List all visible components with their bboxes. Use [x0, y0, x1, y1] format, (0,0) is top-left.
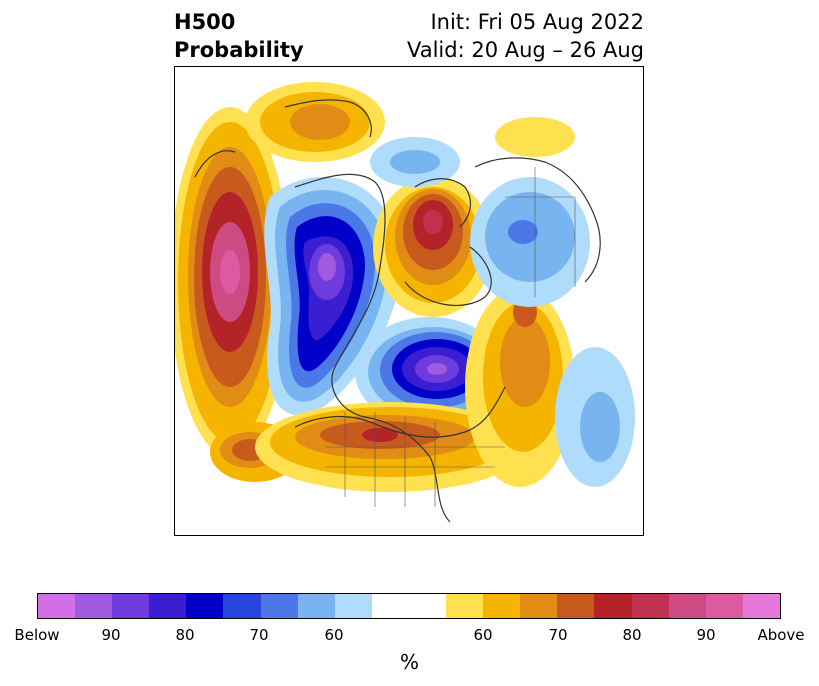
map-svg — [175, 67, 643, 535]
colorbar-tick-label: 60 — [473, 626, 493, 644]
anomaly-atlantic-above — [465, 287, 575, 487]
colorbar-segment — [371, 594, 409, 618]
probability-map — [174, 66, 644, 536]
colorbar-tick-label: 90 — [696, 626, 716, 644]
valid-range: Valid: 20 Aug – 26 Aug — [406, 38, 644, 62]
colorbar-tick-label: Below — [14, 626, 60, 644]
coastlines — [194, 99, 601, 523]
colorbar-segment — [446, 594, 484, 618]
title-line-h500: H500 — [174, 10, 236, 34]
colorbar-segment — [705, 594, 743, 618]
anomaly-central-us-above — [255, 402, 525, 492]
title-left: H500 Probability — [174, 8, 304, 64]
colorbar-segment — [334, 594, 372, 618]
colorbar-segment — [594, 594, 632, 618]
colorbar-tick-label: 60 — [324, 626, 344, 644]
colorbar-segment — [631, 594, 669, 618]
colorbar-segment — [297, 594, 335, 618]
init-date: Init: Fri 05 Aug 2022 — [430, 10, 644, 34]
anomaly-siberia-below — [470, 177, 590, 307]
colorbar-segment — [260, 594, 298, 618]
colorbar-tick-label: 80 — [175, 626, 195, 644]
colorbar-tick-label: 70 — [249, 626, 269, 644]
anomaly-asia-above — [495, 117, 575, 157]
anomaly-nepacific-above — [175, 107, 290, 457]
colorbar-tick-label: 90 — [101, 626, 121, 644]
colorbar-segment — [186, 594, 224, 618]
anomaly-scandinavia-above — [373, 177, 493, 317]
colorbar-segment — [38, 594, 76, 618]
colorbar-segment — [742, 594, 780, 618]
colorbar-segment — [223, 594, 261, 618]
title-line-probability: Probability — [174, 38, 304, 62]
colorbar-tick-label: 80 — [622, 626, 642, 644]
title-right: Init: Fri 05 Aug 2022 Valid: 20 Aug – 26… — [407, 8, 644, 64]
colorbar-segment — [557, 594, 595, 618]
anomaly-weurope-above — [245, 82, 385, 162]
colorbar — [37, 593, 781, 619]
political-borders — [325, 167, 576, 507]
colorbar-segment — [149, 594, 187, 618]
colorbar-tick-label: Above — [757, 626, 805, 644]
colorbar-segment — [520, 594, 558, 618]
anomaly-east-atlantic-below — [555, 347, 635, 487]
colorbar-segment — [75, 594, 113, 618]
colorbar-segment — [668, 594, 706, 618]
colorbar-segment — [483, 594, 521, 618]
colorbar-ticks: Below 90 80 70 60 60 70 80 90 Above — [14, 626, 804, 646]
colorbar-segment — [408, 594, 447, 618]
colorbar-segment — [112, 594, 150, 618]
anomaly-polar-below — [370, 137, 460, 187]
colorbar-tick-label: 70 — [548, 626, 568, 644]
colorbar-unit: % — [399, 650, 419, 674]
